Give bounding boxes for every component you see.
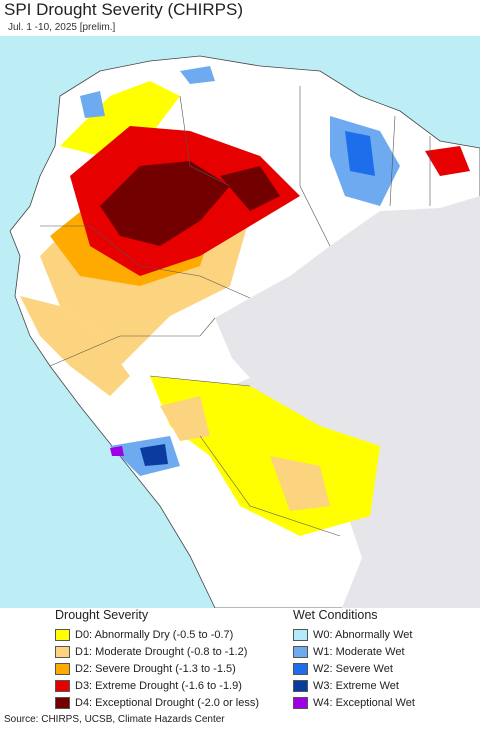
- legend-label: W0: Abnormally Wet: [313, 628, 413, 641]
- legend-item: D3: Extreme Drought (-1.6 to -1.9): [55, 677, 259, 694]
- legend-item: W4: Exceptional Wet: [293, 694, 415, 711]
- outside-region: [202, 196, 480, 608]
- legend-drought: Drought Severity D0: Abnormally Dry (-0.…: [55, 608, 259, 711]
- legend-swatch: [55, 679, 70, 692]
- legend-item: W2: Severe Wet: [293, 660, 415, 677]
- legend-swatch: [55, 645, 70, 658]
- legend-swatch: [55, 628, 70, 641]
- area: [140, 444, 168, 466]
- legend-wet: Wet Conditions W0: Abnormally Wet W1: Mod…: [293, 608, 415, 711]
- area: [345, 131, 375, 176]
- legend-label: W4: Exceptional Wet: [313, 696, 415, 709]
- border: [40, 86, 431, 537]
- area: [220, 166, 280, 211]
- area: [80, 66, 215, 118]
- legend-swatch: [293, 662, 308, 675]
- legend-item: D0: Abnormally Dry (-0.5 to -0.7): [55, 626, 259, 643]
- map: [0, 36, 480, 608]
- area: [60, 81, 180, 156]
- area: [425, 146, 470, 176]
- area: [110, 446, 124, 456]
- area: [100, 161, 230, 246]
- legend-label: D3: Extreme Drought (-1.6 to -1.9): [75, 679, 242, 692]
- legend-swatch: [55, 662, 70, 675]
- legend-item: W3: Extreme Wet: [293, 677, 415, 694]
- legend-label: D2: Severe Drought (-1.3 to -1.5): [75, 662, 236, 675]
- area: [20, 296, 130, 396]
- legend-label: D0: Abnormally Dry (-0.5 to -0.7): [75, 628, 234, 641]
- map-subtitle: Jul. 1 -10, 2025 [prelim.]: [8, 22, 116, 33]
- legend-item: D2: Severe Drought (-1.3 to -1.5): [55, 660, 259, 677]
- legend-label: D4: Exceptional Drought (-2.0 or less): [75, 696, 260, 709]
- outside-region: [420, 556, 480, 608]
- legend-item: W1: Moderate Wet: [293, 643, 415, 660]
- legend-label: W2: Severe Wet: [313, 662, 393, 675]
- map-title: SPI Drought Severity (CHIRPS): [4, 0, 244, 19]
- legend-label: W1: Moderate Wet: [313, 645, 405, 658]
- legend-title: Drought Severity: [55, 608, 149, 622]
- legend-swatch: [55, 696, 70, 709]
- legend-swatch: [293, 628, 308, 641]
- legend-title: Wet Conditions: [293, 608, 378, 622]
- legend-swatch: [293, 645, 308, 658]
- source: Source: CHIRPS, UCSB, Climate Hazards Ce…: [4, 714, 225, 725]
- legend-swatch: [293, 696, 308, 709]
- legend-item: D4: Exceptional Drought (-2.0 or less): [55, 694, 259, 711]
- legend-label: W3: Extreme Wet: [313, 679, 399, 692]
- legend-swatch: [293, 679, 308, 692]
- legend-item: D1: Moderate Drought (-0.8 to -1.2): [55, 643, 259, 660]
- legend-label: D1: Moderate Drought (-0.8 to -1.2): [75, 645, 248, 658]
- area: [160, 396, 330, 511]
- legend-item: W0: Abnormally Wet: [293, 626, 415, 643]
